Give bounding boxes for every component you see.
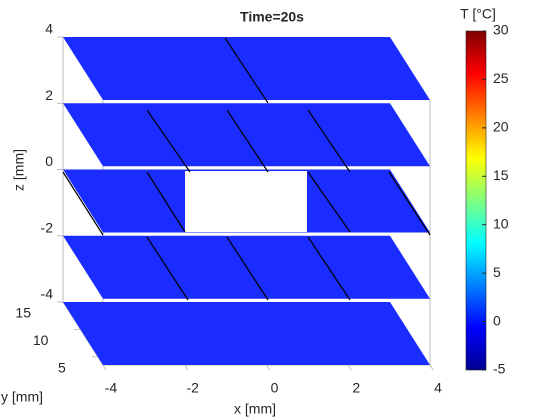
z-tick-label: 0 <box>45 153 53 169</box>
colorbar-tick-label: 15 <box>493 167 509 183</box>
x-tick <box>102 364 107 371</box>
colorbar-tick-label: 0 <box>493 312 501 328</box>
mesh-line <box>146 236 189 301</box>
x-axis-label: x [mm] <box>234 401 276 417</box>
x-tick <box>429 364 434 371</box>
mesh-line <box>307 236 351 301</box>
mesh-line <box>307 109 351 173</box>
mesh-line <box>62 171 104 236</box>
colorbar-tick-label: 20 <box>493 119 509 135</box>
mesh-line <box>388 171 431 236</box>
colorbar <box>465 30 487 371</box>
x-tick-label: 0 <box>271 380 279 396</box>
z-tick-label: 4 <box>45 21 53 37</box>
hole <box>185 171 307 232</box>
y-tick-label: 5 <box>58 359 66 375</box>
slice <box>63 37 430 100</box>
slice <box>63 302 430 365</box>
x-tick-label: -4 <box>105 380 118 396</box>
mesh-line <box>224 37 269 104</box>
z-axis-label: z [mm] <box>11 149 27 191</box>
z-tick-label: -4 <box>41 286 54 302</box>
chart-title: Time=20s <box>240 9 304 25</box>
mesh-line <box>307 171 351 233</box>
z-tick-label: 2 <box>45 87 53 103</box>
x-tick <box>266 364 270 371</box>
mesh-line <box>146 109 191 173</box>
colorbar-label: T [°C] <box>460 6 496 22</box>
x-tick-label: 4 <box>434 380 442 396</box>
mesh-line <box>226 109 269 173</box>
y-tick-label: 10 <box>33 332 49 348</box>
colorbar-tick-label: -5 <box>493 361 506 377</box>
z-tick-label: -2 <box>41 219 54 235</box>
colorbar-tick-label: 10 <box>493 215 509 231</box>
x-tick <box>184 364 189 371</box>
y-tick-label: 15 <box>15 305 31 321</box>
colorbar-tick-label: 30 <box>493 22 509 38</box>
x-tick-label: 2 <box>352 380 360 396</box>
slice <box>63 103 430 167</box>
x-tick-label: -2 <box>187 380 200 396</box>
y-axis-label: y [mm] <box>1 389 43 405</box>
colorbar-tick-label: 5 <box>493 264 501 280</box>
x-tick <box>347 364 352 371</box>
colorbar-tick-label: 25 <box>493 70 509 86</box>
overlay <box>62 37 431 301</box>
mesh-line <box>146 171 186 233</box>
mesh-line <box>226 236 269 301</box>
